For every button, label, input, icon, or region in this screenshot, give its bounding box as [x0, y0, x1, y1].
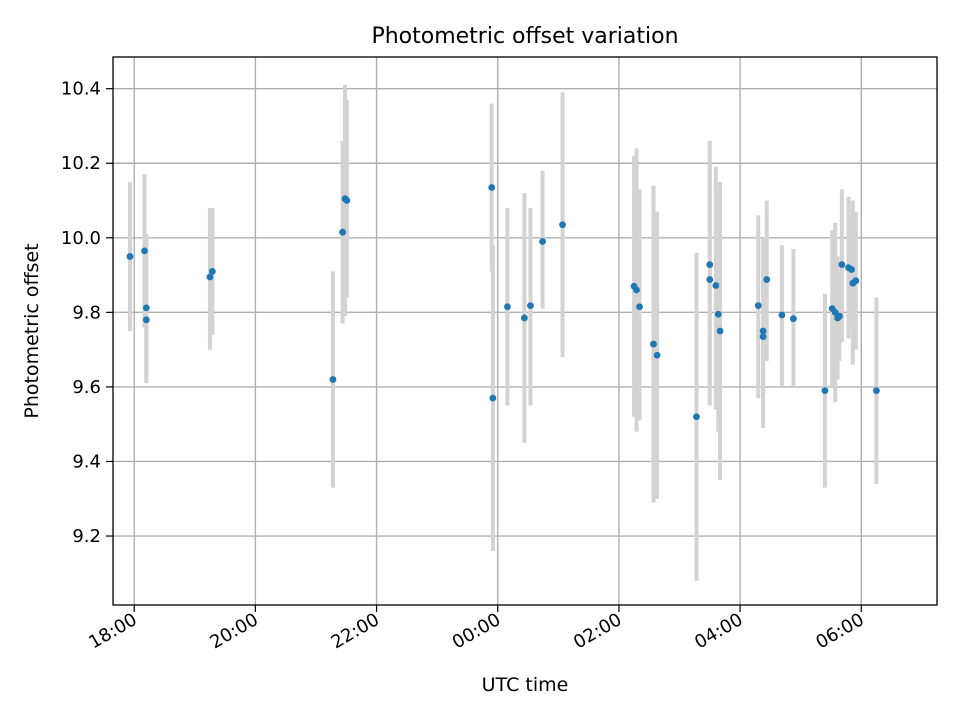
- data-point: [706, 261, 714, 269]
- data-points: [126, 184, 880, 421]
- data-point: [206, 273, 214, 281]
- data-point: [714, 310, 722, 318]
- data-point: [539, 238, 546, 245]
- data-point: [636, 303, 643, 311]
- data-point: [763, 276, 771, 283]
- x-tick-label: 04:00: [691, 609, 746, 653]
- data-point: [836, 312, 843, 320]
- data-point: [633, 286, 640, 294]
- data-point: [852, 277, 860, 285]
- data-point: [838, 261, 846, 269]
- data-point: [520, 314, 528, 322]
- x-tick-label: 00:00: [449, 609, 504, 653]
- x-tick-label: 06:00: [812, 609, 867, 653]
- data-point: [559, 221, 566, 229]
- x-tick-label: 18:00: [85, 609, 140, 653]
- data-point: [712, 282, 720, 289]
- x-axis-ticks: 18:00 20:00 22:00 00:00 02:00 04:00 06:00: [85, 605, 868, 653]
- data-point: [527, 302, 534, 310]
- x-tick-label: 22:00: [328, 609, 383, 653]
- data-point: [873, 387, 880, 395]
- y-tick-label: 10.2: [61, 153, 101, 174]
- data-point: [208, 267, 216, 275]
- y-tick-label: 9.4: [72, 451, 101, 472]
- grid: [113, 57, 937, 605]
- data-point: [693, 413, 700, 421]
- data-point: [329, 376, 337, 383]
- data-point: [504, 303, 511, 311]
- data-point: [759, 327, 767, 335]
- y-tick-label: 9.8: [72, 302, 101, 323]
- data-point: [706, 276, 714, 283]
- data-point: [821, 387, 829, 395]
- data-point: [488, 184, 496, 191]
- data-point: [141, 247, 148, 255]
- data-point: [650, 340, 657, 348]
- x-tick-label: 20:00: [206, 609, 261, 653]
- data-point: [142, 304, 150, 312]
- data-point: [339, 228, 347, 236]
- plot-frame: [112, 56, 938, 606]
- data-point: [126, 253, 134, 260]
- data-point: [343, 197, 351, 204]
- y-axis-ticks: 9.2 9.4 9.6 9.8 10.0 10.2 10.4: [61, 79, 113, 547]
- x-tick-label: 02:00: [570, 609, 625, 653]
- chart-title: Photometric offset variation: [371, 24, 678, 49]
- y-tick-label: 9.2: [72, 526, 101, 547]
- data-point: [848, 266, 855, 273]
- data-point: [489, 394, 497, 402]
- data-point: [759, 333, 767, 340]
- data-point: [778, 311, 786, 319]
- y-tick-label: 9.6: [72, 377, 101, 398]
- data-point: [142, 316, 150, 324]
- data-point: [754, 302, 762, 310]
- data-point: [653, 351, 661, 359]
- y-tick-label: 10.4: [61, 79, 101, 100]
- x-axis-label: UTC time: [482, 674, 569, 696]
- y-tick-label: 10.0: [61, 228, 101, 249]
- data-point: [790, 315, 797, 323]
- data-point: [716, 327, 724, 335]
- y-axis-label: Photometric offset: [21, 243, 43, 418]
